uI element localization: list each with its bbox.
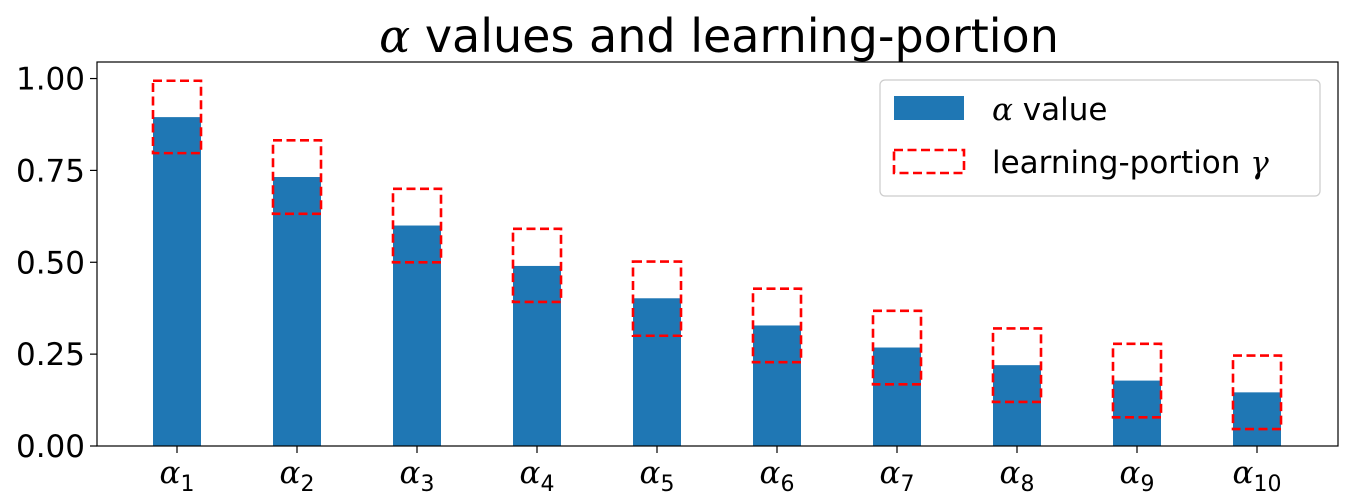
legend-swatch-alpha bbox=[894, 96, 964, 120]
x-tick-label-alpha-6: α6 bbox=[760, 455, 795, 497]
bar-alpha-5 bbox=[633, 298, 681, 446]
bar-alpha-3 bbox=[393, 225, 441, 446]
gamma-box-8 bbox=[991, 327, 1043, 404]
chart-title-text: values and learning-portion bbox=[410, 9, 1059, 63]
x-tick-label-alpha-10: α10 bbox=[1233, 455, 1282, 497]
legend-swatch-gamma bbox=[892, 148, 966, 175]
x-axis: α1 α2 α3 α4 α5 α6 α7 α8 α9 α10 bbox=[160, 446, 1282, 497]
bar-alpha-9 bbox=[1113, 380, 1161, 446]
plot-area bbox=[96, 61, 1339, 447]
gamma-box-6 bbox=[751, 287, 803, 364]
bar-alpha-10 bbox=[1233, 392, 1281, 446]
gamma-box-4 bbox=[511, 227, 563, 304]
x-tick-label-alpha-4: α4 bbox=[520, 455, 555, 497]
gamma-box-2 bbox=[271, 138, 323, 216]
bar-alpha-7 bbox=[873, 347, 921, 446]
x-tick-label-alpha-1: α1 bbox=[160, 455, 195, 497]
y-tick-label: 0.25 bbox=[16, 337, 85, 373]
y-tick-label: 0.75 bbox=[16, 153, 85, 189]
bar-alpha-8 bbox=[993, 365, 1041, 446]
gamma-box-7 bbox=[871, 309, 923, 386]
legend: α value learning-portion γ bbox=[879, 79, 1321, 197]
x-tick-label-alpha-3: α3 bbox=[400, 455, 435, 497]
legend-label-gamma: learning-portion γ bbox=[992, 145, 1269, 181]
gamma-box-3 bbox=[391, 187, 443, 264]
gamma-box-1 bbox=[151, 79, 203, 155]
gamma-box-5 bbox=[631, 260, 683, 338]
bar-alpha-2 bbox=[273, 177, 321, 446]
axes-frame bbox=[96, 61, 1339, 447]
y-tick-label: 0.50 bbox=[16, 245, 85, 281]
x-tick-label-alpha-9: α9 bbox=[1120, 455, 1155, 497]
chart-title-symbol: α bbox=[379, 9, 410, 63]
bar-alpha-6 bbox=[753, 325, 801, 446]
x-tick-label-alpha-7: α7 bbox=[880, 455, 915, 497]
x-tick-label-alpha-2: α2 bbox=[280, 455, 315, 497]
gamma-box-9 bbox=[1111, 342, 1163, 419]
y-tick-label: 1.00 bbox=[16, 62, 85, 98]
gamma-box-10 bbox=[1231, 354, 1283, 431]
legend-box bbox=[879, 79, 1321, 197]
y-axis: 0.00 0.25 0.50 0.75 1.00 bbox=[16, 62, 97, 465]
legend-label-alpha: α value bbox=[992, 92, 1107, 128]
y-tick-label: 0.00 bbox=[16, 429, 85, 465]
x-tick-label-alpha-8: α8 bbox=[1000, 455, 1035, 497]
x-tick-label-alpha-5: α5 bbox=[640, 455, 675, 497]
bar-alpha-1 bbox=[153, 117, 201, 446]
bar-alpha-4 bbox=[513, 265, 561, 446]
chart-title: α values and learning-portion bbox=[379, 9, 1059, 63]
